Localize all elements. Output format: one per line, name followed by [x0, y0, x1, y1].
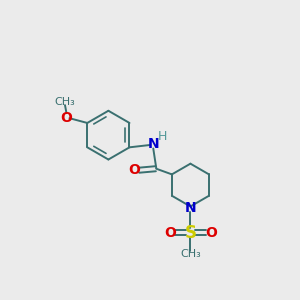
Text: N: N	[184, 201, 196, 215]
Text: O: O	[61, 111, 72, 124]
Text: H: H	[158, 130, 167, 142]
Text: O: O	[205, 226, 217, 240]
Text: S: S	[184, 224, 196, 242]
Text: O: O	[164, 226, 176, 240]
Text: O: O	[129, 163, 140, 177]
Text: CH₃: CH₃	[55, 97, 75, 107]
Text: N: N	[148, 137, 159, 152]
Text: CH₃: CH₃	[180, 249, 201, 259]
